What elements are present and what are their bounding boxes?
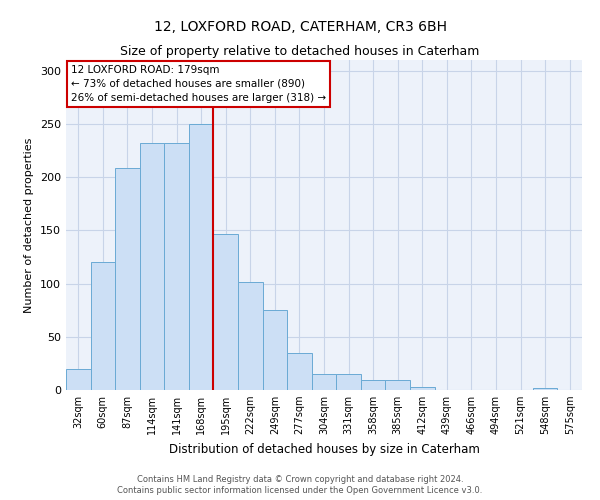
Bar	[238, 282, 263, 390]
Bar	[91, 262, 115, 390]
Bar	[214, 234, 238, 390]
Bar	[410, 387, 434, 390]
Bar	[287, 352, 312, 390]
Bar	[385, 380, 410, 390]
Text: Contains public sector information licensed under the Open Government Licence v3: Contains public sector information licen…	[118, 486, 482, 495]
Bar	[361, 380, 385, 390]
Text: 12 LOXFORD ROAD: 179sqm
← 73% of detached houses are smaller (890)
26% of semi-d: 12 LOXFORD ROAD: 179sqm ← 73% of detache…	[71, 65, 326, 103]
Bar	[533, 388, 557, 390]
Bar	[189, 124, 214, 390]
Bar	[164, 143, 189, 390]
Text: Contains HM Land Registry data © Crown copyright and database right 2024.: Contains HM Land Registry data © Crown c…	[137, 475, 463, 484]
X-axis label: Distribution of detached houses by size in Caterham: Distribution of detached houses by size …	[169, 442, 479, 456]
Text: 12, LOXFORD ROAD, CATERHAM, CR3 6BH: 12, LOXFORD ROAD, CATERHAM, CR3 6BH	[154, 20, 446, 34]
Bar	[66, 368, 91, 390]
Bar	[140, 143, 164, 390]
Y-axis label: Number of detached properties: Number of detached properties	[25, 138, 34, 312]
Bar	[263, 310, 287, 390]
Bar	[336, 374, 361, 390]
Text: Size of property relative to detached houses in Caterham: Size of property relative to detached ho…	[121, 45, 479, 58]
Bar	[312, 374, 336, 390]
Bar	[115, 168, 140, 390]
